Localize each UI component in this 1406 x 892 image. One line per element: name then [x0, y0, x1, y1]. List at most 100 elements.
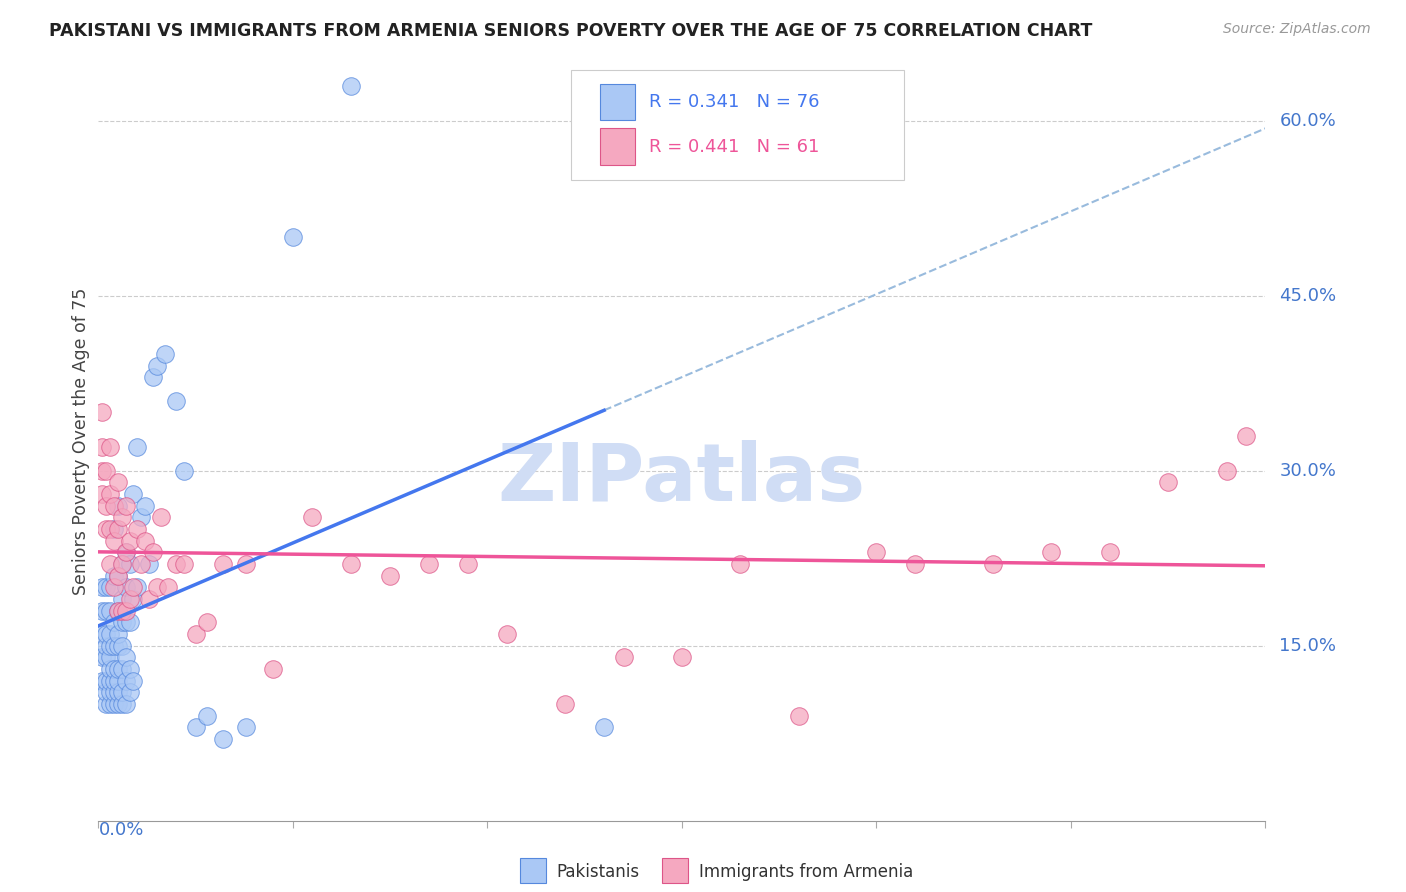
Point: [107, 685, 129, 699]
Point: [98, 522, 121, 536]
Point: [165, 393, 187, 408]
Point: [149, 510, 172, 524]
Point: [98, 673, 121, 688]
Point: [98, 557, 121, 571]
Point: [107, 604, 129, 618]
Point: [340, 557, 363, 571]
Point: [98, 580, 121, 594]
Point: [107, 522, 129, 536]
Point: [111, 639, 134, 653]
Point: [96, 697, 118, 711]
Point: [96, 650, 118, 665]
Point: [142, 545, 165, 559]
Point: [340, 78, 363, 93]
Point: [91, 673, 114, 688]
Point: [103, 615, 125, 630]
Point: [103, 697, 125, 711]
Point: [103, 499, 125, 513]
Point: [118, 557, 141, 571]
Point: [114, 615, 136, 630]
Text: 15.0%: 15.0%: [1279, 637, 1336, 655]
Text: 60.0%: 60.0%: [1279, 112, 1336, 129]
Point: [118, 685, 141, 699]
Point: [157, 580, 180, 594]
Point: [103, 639, 125, 653]
Text: Pakistanis: Pakistanis: [557, 863, 640, 881]
Point: [96, 464, 118, 478]
Point: [96, 639, 118, 653]
Point: [107, 568, 129, 582]
Point: [96, 522, 118, 536]
Point: [103, 533, 125, 548]
Point: [103, 522, 125, 536]
Point: [165, 557, 187, 571]
Point: [127, 441, 149, 455]
Point: [122, 673, 145, 688]
Point: [118, 662, 141, 676]
Point: [173, 464, 195, 478]
Point: [103, 568, 125, 582]
Point: [212, 557, 235, 571]
Point: [865, 545, 887, 559]
Text: 45.0%: 45.0%: [1279, 286, 1337, 305]
Point: [184, 720, 207, 734]
Text: 0.0%: 0.0%: [98, 821, 143, 838]
Y-axis label: Seniors Poverty Over the Age of 75: Seniors Poverty Over the Age of 75: [72, 288, 90, 595]
Point: [1040, 545, 1063, 559]
Point: [114, 650, 136, 665]
Point: [787, 708, 810, 723]
Point: [103, 580, 125, 594]
Point: [301, 510, 323, 524]
Point: [134, 533, 156, 548]
Point: [122, 592, 145, 607]
Point: [593, 720, 616, 734]
Point: [730, 557, 752, 571]
Point: [98, 627, 121, 641]
Point: [111, 510, 134, 524]
Point: [127, 580, 149, 594]
Point: [91, 487, 114, 501]
Point: [146, 359, 169, 373]
Point: [111, 557, 134, 571]
Point: [1157, 475, 1180, 490]
Point: [91, 580, 114, 594]
Point: [134, 499, 156, 513]
Point: [98, 697, 121, 711]
Point: [118, 592, 141, 607]
Point: [103, 662, 125, 676]
Text: R = 0.341   N = 76: R = 0.341 N = 76: [650, 93, 820, 112]
Point: [107, 604, 129, 618]
Point: [138, 557, 160, 571]
Point: [114, 673, 136, 688]
Point: [138, 592, 160, 607]
Text: ZIPatlas: ZIPatlas: [498, 441, 866, 518]
Text: R = 0.441   N = 61: R = 0.441 N = 61: [650, 137, 820, 155]
Point: [378, 568, 402, 582]
Point: [107, 499, 129, 513]
Point: [107, 662, 129, 676]
Point: [111, 604, 134, 618]
Point: [114, 499, 136, 513]
Point: [98, 662, 121, 676]
Point: [981, 557, 1004, 571]
FancyBboxPatch shape: [571, 70, 904, 180]
Point: [98, 441, 121, 455]
Point: [142, 370, 165, 384]
Point: [96, 685, 118, 699]
Point: [262, 662, 284, 676]
Point: [98, 639, 121, 653]
Point: [146, 580, 169, 594]
Point: [114, 604, 136, 618]
Point: [212, 731, 235, 746]
Point: [107, 673, 129, 688]
Point: [235, 720, 257, 734]
Text: PAKISTANI VS IMMIGRANTS FROM ARMENIA SENIORS POVERTY OVER THE AGE OF 75 CORRELAT: PAKISTANI VS IMMIGRANTS FROM ARMENIA SEN…: [49, 22, 1092, 40]
Point: [904, 557, 927, 571]
Point: [98, 487, 121, 501]
Point: [107, 627, 129, 641]
Point: [1234, 428, 1257, 442]
Point: [96, 604, 118, 618]
Point: [122, 487, 145, 501]
Point: [98, 685, 121, 699]
Point: [195, 615, 218, 630]
